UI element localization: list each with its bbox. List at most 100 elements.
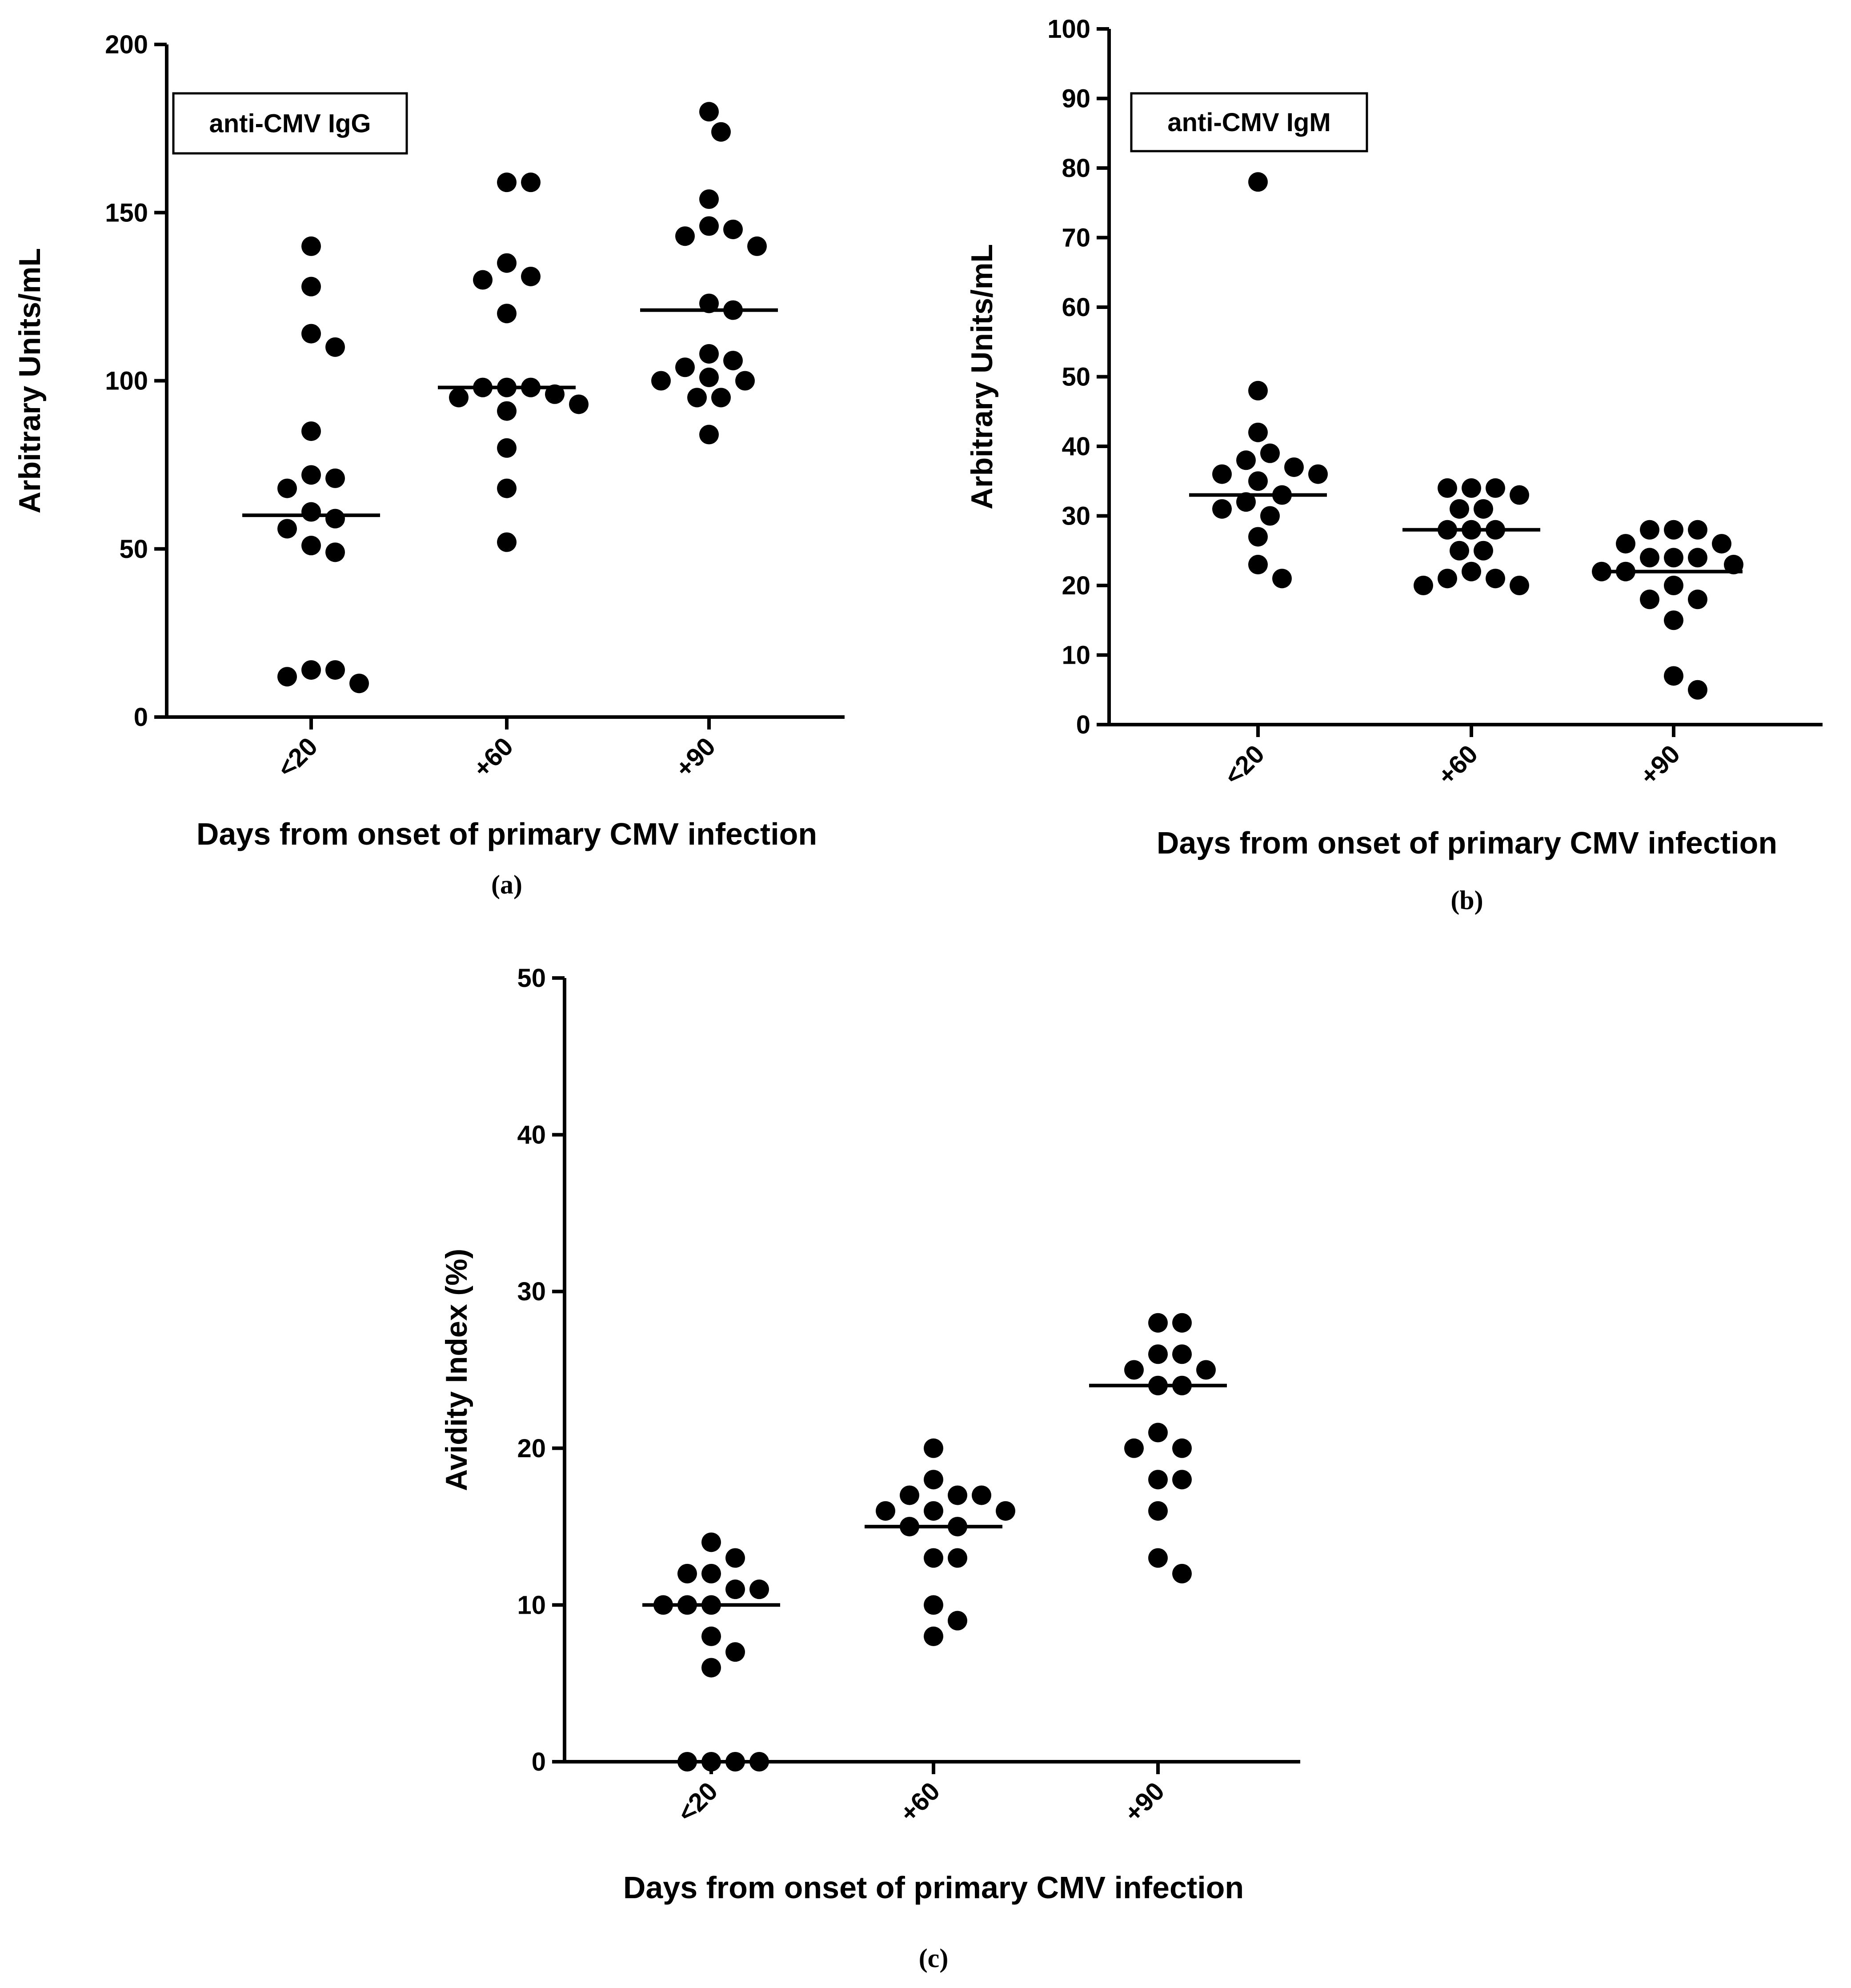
data-point — [1462, 561, 1481, 581]
data-point — [699, 216, 719, 236]
data-point — [1664, 576, 1683, 595]
data-point — [1172, 1563, 1192, 1583]
data-point — [325, 509, 345, 529]
y-tick-label: 80 — [1062, 154, 1090, 183]
data-point — [1486, 478, 1505, 498]
data-point — [545, 384, 565, 404]
data-point — [301, 502, 321, 522]
x-axis-label: Days from onset of primary CMV infection — [196, 817, 817, 851]
data-point — [948, 1611, 967, 1631]
data-point — [325, 660, 345, 680]
data-point — [1688, 589, 1707, 609]
data-point — [301, 324, 321, 344]
data-point — [1148, 1501, 1168, 1521]
data-point — [325, 468, 345, 488]
data-point — [747, 236, 767, 256]
data-point — [876, 1501, 895, 1521]
data-point — [1640, 548, 1659, 568]
x-tick-label: <20 — [1219, 739, 1270, 791]
data-point — [1172, 1344, 1192, 1364]
data-point — [723, 351, 743, 371]
data-point — [1248, 172, 1268, 192]
y-tick-label: 70 — [1062, 224, 1090, 253]
data-point — [497, 438, 517, 458]
panel-label: (c) — [919, 1944, 949, 1973]
x-axis-label: Days from onset of primary CMV infection — [1157, 826, 1777, 860]
data-point — [735, 371, 755, 391]
data-point — [1172, 1313, 1192, 1333]
y-tick-label: 0 — [134, 703, 148, 732]
data-point — [924, 1548, 943, 1568]
data-point — [497, 253, 517, 273]
data-point — [1688, 680, 1707, 700]
data-point — [1616, 534, 1635, 554]
data-point — [701, 1532, 721, 1552]
panel-b-igm-chart: 0 10 20 30 40 50 60 70 80 90 100 <20 +60 +90 Arbitrary… — [965, 15, 1823, 915]
y-tick-label: 100 — [1047, 15, 1090, 44]
data-point — [1510, 485, 1529, 505]
data-point — [675, 226, 695, 246]
y-tick-label: 40 — [1062, 432, 1090, 461]
data-point — [1148, 1423, 1168, 1443]
data-point — [1486, 569, 1505, 589]
y-tick-label: 10 — [1062, 641, 1090, 670]
data-point — [924, 1595, 943, 1615]
data-point — [1688, 548, 1707, 568]
data-point — [1592, 561, 1611, 581]
data-point — [1148, 1313, 1168, 1333]
data-point — [1640, 520, 1659, 540]
data-point — [473, 270, 493, 290]
data-point — [1248, 471, 1268, 491]
data-point — [1172, 1438, 1192, 1458]
data-point — [924, 1501, 943, 1521]
data-point — [725, 1579, 745, 1599]
data-point — [1510, 576, 1529, 595]
data-point — [325, 542, 345, 562]
x-tick-label: <20 — [672, 1776, 724, 1828]
y-tick-label: 100 — [105, 367, 148, 396]
data-point — [277, 478, 297, 498]
data-point — [687, 388, 707, 408]
y-tick-label: 50 — [119, 535, 148, 564]
panel-label: (b) — [1450, 886, 1483, 915]
data-point — [1212, 499, 1232, 519]
y-tick-label: 40 — [517, 1121, 546, 1150]
data-point — [1124, 1360, 1144, 1380]
y-tick-label: 90 — [1062, 84, 1090, 113]
data-point — [1474, 541, 1493, 561]
data-point — [725, 1548, 745, 1568]
data-point — [1462, 478, 1481, 498]
legend-label: anti-CMV IgM — [1167, 108, 1330, 137]
data-point — [1236, 492, 1256, 512]
data-point — [301, 536, 321, 556]
data-point — [1148, 1548, 1168, 1568]
data-point — [521, 172, 541, 192]
data-point — [699, 102, 719, 122]
x-tick-label: +60 — [468, 732, 519, 783]
data-point — [675, 357, 695, 377]
data-point — [948, 1548, 967, 1568]
data-point — [1474, 499, 1493, 519]
y-axis-label: Avidity Index (%) — [440, 1249, 473, 1491]
data-point — [677, 1563, 697, 1583]
data-point — [651, 371, 671, 391]
y-tick-label: 60 — [1062, 293, 1090, 322]
panel-a-igg-chart: 0 50 100 150 200 <20 +60 +90 Arbitrary Units/mL D… — [13, 30, 845, 899]
data-point — [497, 401, 517, 421]
data-point — [569, 394, 589, 414]
data-point — [497, 532, 517, 552]
data-point — [301, 236, 321, 256]
data-point — [701, 1658, 721, 1678]
data-point — [1664, 548, 1683, 568]
data-point — [497, 304, 517, 324]
data-point — [497, 478, 517, 498]
data-point — [1248, 422, 1268, 442]
data-point — [699, 425, 719, 445]
data-point — [699, 367, 719, 387]
data-point — [972, 1485, 991, 1505]
data-point — [1664, 610, 1683, 630]
data-point — [701, 1752, 721, 1772]
y-tick-label: 0 — [1076, 710, 1090, 739]
data-point — [749, 1579, 769, 1599]
